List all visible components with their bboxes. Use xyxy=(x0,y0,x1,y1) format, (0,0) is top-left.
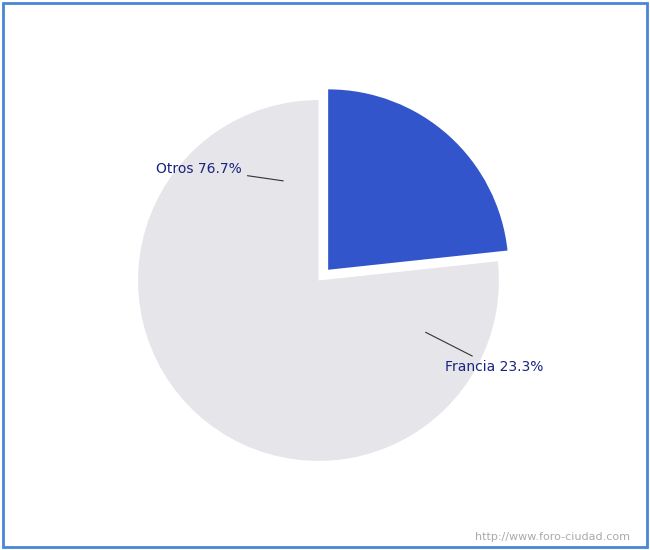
Text: Otros 76.7%: Otros 76.7% xyxy=(156,162,283,181)
Text: Francia 23.3%: Francia 23.3% xyxy=(426,332,543,374)
Text: Castrocontrigo - Turistas extranjeros según país - Agosto de 2024: Castrocontrigo - Turistas extranjeros se… xyxy=(53,19,597,34)
Wedge shape xyxy=(138,100,499,461)
Wedge shape xyxy=(328,89,508,270)
Text: http://www.foro-ciudad.com: http://www.foro-ciudad.com xyxy=(476,532,630,542)
